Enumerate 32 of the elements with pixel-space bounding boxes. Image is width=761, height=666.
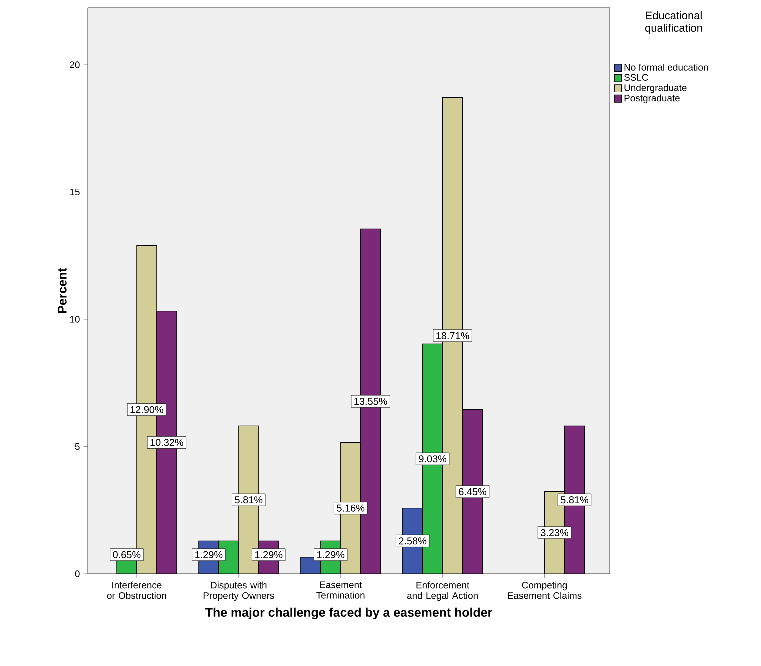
data-label: 5.81% [561,496,589,504]
data-label: 6.45% [459,488,487,496]
legend-label: Postgraduate [624,94,680,104]
data-label: 1.29% [196,551,223,558]
y-tick-label: 5 [75,443,80,450]
legend-title: Educational qualification [646,12,702,34]
data-label: 5.81% [235,496,263,504]
data-label: 5.16% [337,504,365,512]
data-label: 0.65% [113,551,141,558]
data-label: 1.29% [256,551,283,558]
x-tick-label: Disputes with Property Owners [204,582,274,602]
legend-label: SSLC [624,74,648,81]
y-tick-label: 20 [70,62,80,68]
x-tick-label: Interference or Obstruction [107,582,166,600]
y-axis-title: Percent [58,268,67,314]
x-tick-label: Easement Termination [316,582,365,599]
legend-label: No formal education [624,64,708,71]
data-label: 18.71% [436,332,470,340]
y-tick-label: 0 [75,570,80,578]
x-tick-label: Competing Easement Claims [508,582,582,600]
y-tick-label: 10 [70,316,80,323]
data-label: 9.03% [419,456,447,463]
legend-label: Undergraduate [624,84,687,94]
x-axis-title: The major challenge faced by a easement holder [206,608,492,620]
data-label: 1.29% [318,551,345,558]
data-label: 10.32% [150,439,184,446]
x-tick-label: Enforcement and Legal Action [407,582,478,602]
data-label: 3.23% [541,529,569,536]
data-label: 2.58% [399,538,427,545]
y-tick-label: 15 [70,188,80,196]
data-label: 12.90% [130,406,164,414]
data-label: 13.55% [354,398,388,406]
